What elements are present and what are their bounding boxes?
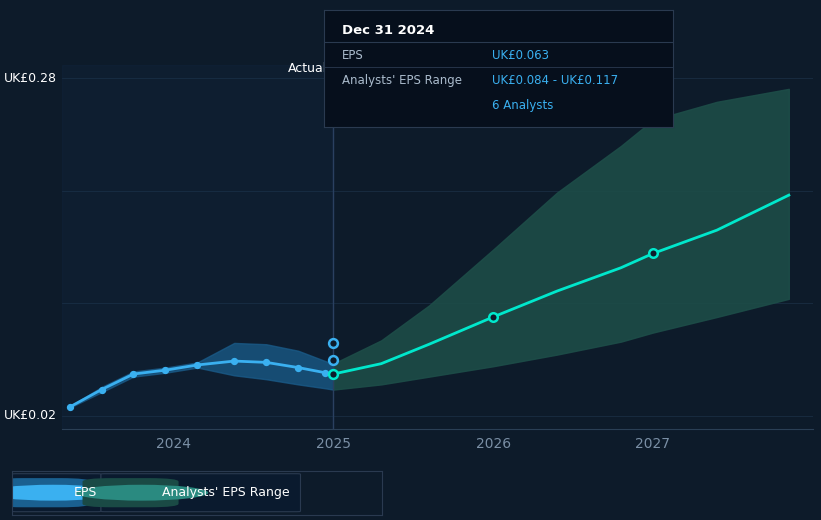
Point: [327, 370, 340, 378]
FancyBboxPatch shape: [101, 474, 300, 512]
Text: UK£0.28: UK£0.28: [4, 72, 57, 85]
Point: [159, 366, 172, 374]
Point: [646, 249, 659, 257]
Point: [319, 369, 332, 377]
Point: [327, 370, 340, 378]
FancyBboxPatch shape: [12, 474, 101, 512]
Text: UK£0.084 - UK£0.117: UK£0.084 - UK£0.117: [492, 73, 618, 86]
Point: [259, 358, 273, 367]
Point: [227, 357, 241, 365]
Text: Actual: Actual: [287, 62, 327, 75]
Point: [291, 363, 305, 372]
Text: Dec 31 2024: Dec 31 2024: [342, 24, 434, 37]
Point: [127, 370, 140, 378]
Point: [327, 339, 340, 347]
Text: Analysts' EPS Range: Analysts' EPS Range: [162, 486, 290, 499]
Point: [487, 313, 500, 321]
Point: [190, 361, 204, 369]
Text: UK£0.02: UK£0.02: [4, 409, 57, 422]
FancyBboxPatch shape: [83, 478, 179, 508]
Bar: [62, 65, 333, 429]
Text: EPS: EPS: [342, 49, 364, 62]
Point: [95, 385, 108, 394]
Circle shape: [76, 485, 209, 501]
Point: [327, 356, 340, 364]
Circle shape: [0, 485, 120, 501]
Text: UK£0.063: UK£0.063: [492, 49, 548, 62]
Point: [63, 403, 76, 411]
FancyBboxPatch shape: [0, 478, 90, 508]
Text: 6 Analysts: 6 Analysts: [492, 99, 553, 112]
Text: Analysts Forecasts: Analysts Forecasts: [340, 62, 456, 75]
Text: Analysts' EPS Range: Analysts' EPS Range: [342, 73, 461, 86]
Text: EPS: EPS: [73, 486, 97, 499]
